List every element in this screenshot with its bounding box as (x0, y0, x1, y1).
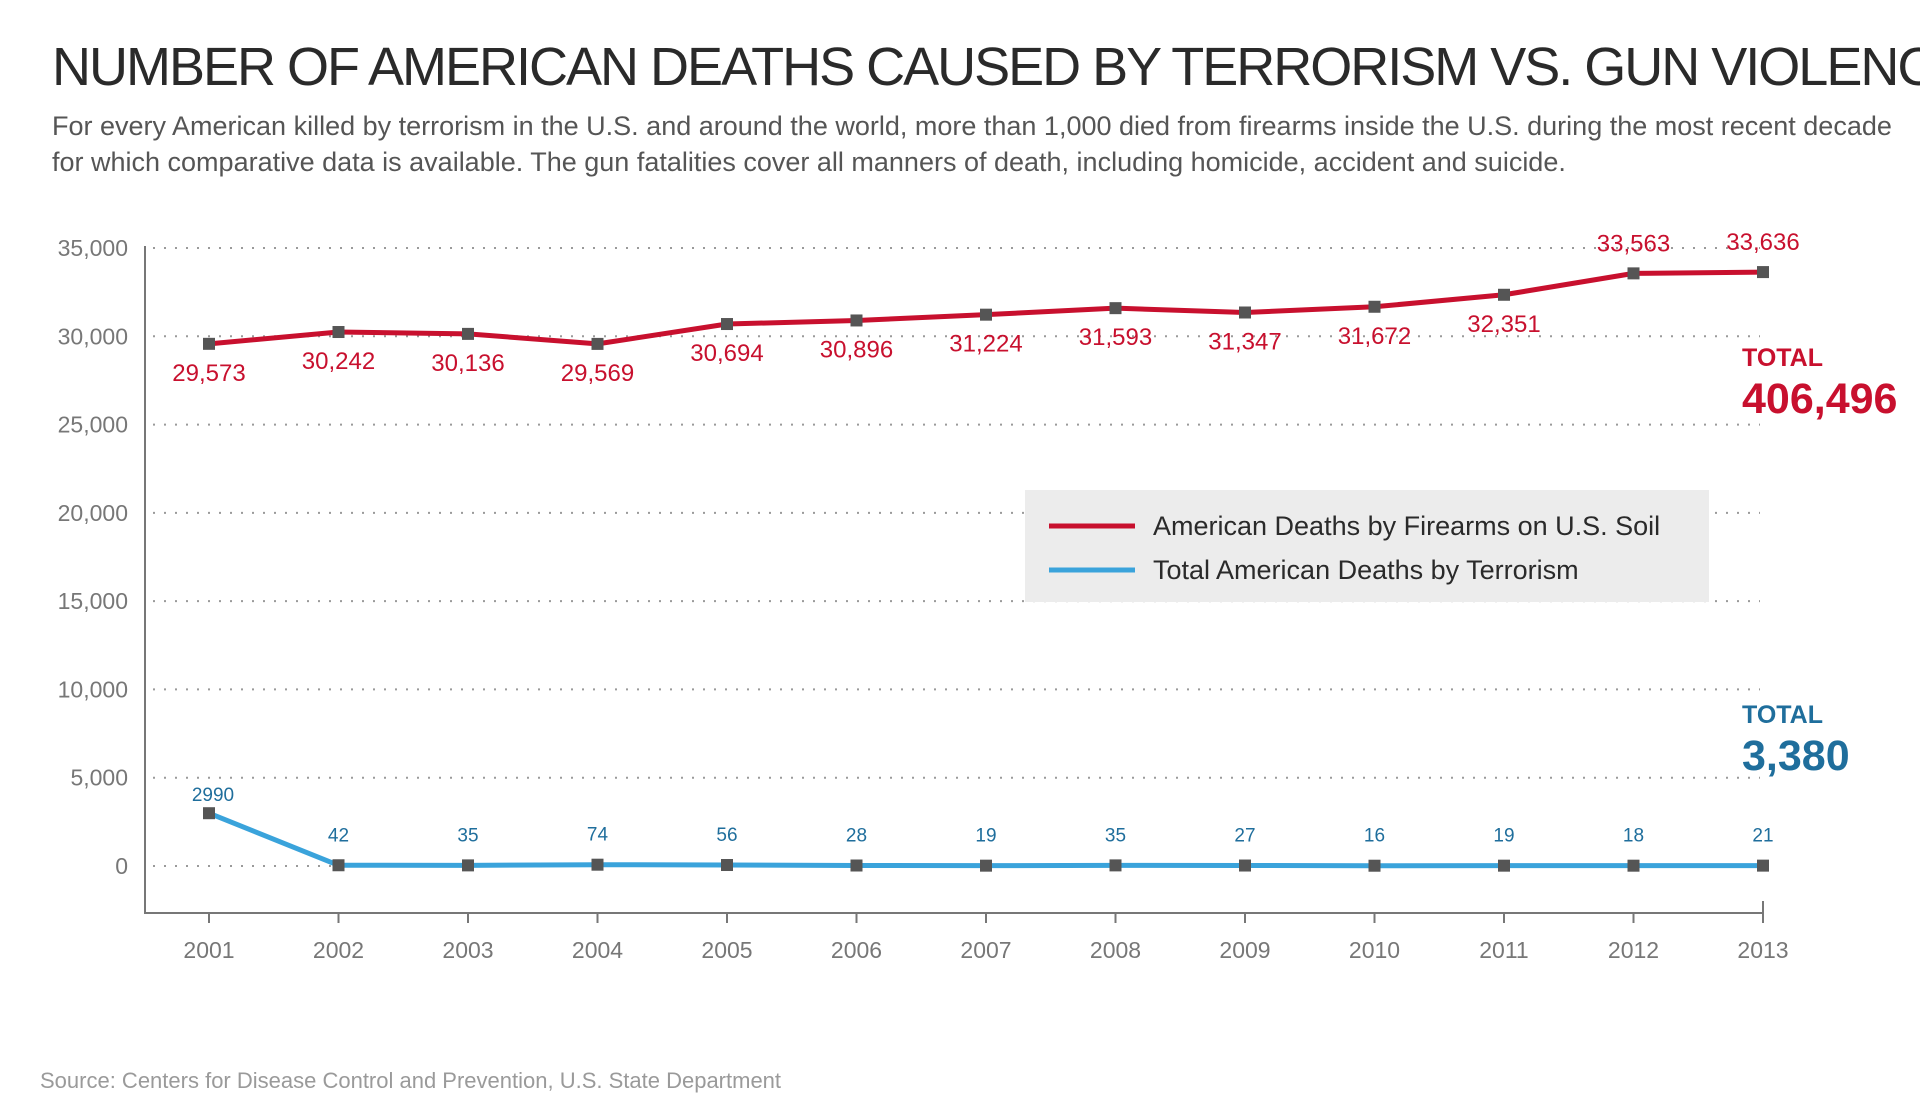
terrorism-data-label: 28 (846, 826, 867, 847)
terrorism-data-label: 56 (716, 825, 737, 846)
firearms-marker (1757, 266, 1769, 279)
terrorism-marker (1239, 859, 1251, 872)
terrorism-marker (1498, 859, 1510, 872)
x-tick-label: 2011 (1479, 937, 1528, 963)
axis-frame (144, 246, 1764, 914)
x-tick-label: 2008 (1090, 937, 1141, 963)
terrorism-marker (462, 859, 474, 872)
x-tick-label: 2007 (960, 937, 1011, 963)
terrorism-marker (980, 859, 992, 872)
y-tick-label: 0 (115, 853, 128, 879)
y-tick-label: 10,000 (58, 676, 128, 702)
firearms-data-label: 30,896 (820, 336, 893, 363)
x-tick-label: 2013 (1737, 937, 1788, 963)
firearms-data-label: 31,593 (1079, 324, 1152, 351)
terrorism-marker (1627, 859, 1640, 872)
y-tick-label: 25,000 (58, 412, 128, 438)
terrorism-data-label: 18 (1623, 826, 1644, 847)
terrorism-marker (203, 807, 215, 820)
firearms-total-label: TOTAL (1742, 344, 1823, 372)
terrorism-total-value: 3,380 (1742, 732, 1850, 780)
firearms-data-label: 33,563 (1597, 230, 1670, 257)
chart-title: NUMBER OF AMERICAN DEATHS CAUSED BY TERR… (52, 37, 1920, 97)
terrorism-marker (1109, 859, 1122, 872)
terrorism-marker (1368, 859, 1381, 872)
x-tick-label: 2006 (831, 937, 882, 963)
terrorism-data-label: 21 (1752, 826, 1773, 847)
firearms-data-label: 31,672 (1338, 323, 1411, 350)
legend-box (1025, 490, 1709, 602)
firearms-marker (462, 327, 474, 340)
firearms-marker (1368, 300, 1381, 313)
terrorism-data-label: 19 (975, 826, 996, 847)
firearms-marker (980, 308, 992, 321)
firearms-data-label: 31,347 (1208, 329, 1281, 356)
firearms-data-label: 29,569 (561, 360, 634, 387)
x-tick-label: 2010 (1349, 937, 1400, 963)
x-tick-label: 2004 (572, 937, 623, 963)
chart-subtitle: For every American killed by terrorism i… (52, 111, 1892, 177)
firearms-data-label: 32,351 (1467, 311, 1540, 338)
firearms-marker (591, 337, 604, 350)
firearms-data-label: 30,242 (302, 348, 375, 375)
legend-label: American Deaths by Firearms on U.S. Soil (1153, 511, 1660, 541)
terrorism-marker (1757, 859, 1769, 872)
terrorism-data-label: 35 (1105, 825, 1126, 846)
terrorism-data-label: 42 (328, 825, 349, 846)
terrorism-data-label: 74 (587, 825, 609, 846)
y-tick-label: 20,000 (58, 500, 128, 526)
firearms-marker (1109, 302, 1122, 315)
firearms-marker (850, 314, 863, 327)
terrorism-data-label: 35 (457, 825, 478, 846)
firearms-total-value: 406,496 (1742, 375, 1897, 423)
x-tick-label: 2001 (183, 937, 234, 963)
terrorism-marker (332, 859, 345, 872)
terrorism-data-label: 16 (1364, 826, 1385, 847)
firearms-marker (1627, 267, 1640, 280)
firearms-marker (1239, 306, 1251, 319)
firearms-data-label: 30,136 (431, 350, 504, 377)
terrorism-data-label: 27 (1234, 826, 1255, 847)
terrorism-marker (721, 859, 733, 872)
legend-label: Total American Deaths by Terrorism (1153, 555, 1579, 585)
y-tick-label: 30,000 (58, 323, 128, 349)
x-tick-label: 2012 (1608, 937, 1659, 963)
terrorism-marker (850, 859, 863, 872)
firearms-marker (721, 318, 733, 331)
firearms-data-label: 33,636 (1726, 229, 1799, 256)
y-tick-label: 35,000 (58, 235, 128, 261)
x-tick-label: 2005 (701, 937, 752, 963)
terrorism-total-label: TOTAL (1742, 701, 1823, 729)
terrorism-marker (591, 858, 604, 871)
x-tick-label: 2009 (1219, 937, 1270, 963)
x-tick-label: 2002 (313, 937, 364, 963)
terrorism-data-label: 2990 (192, 785, 234, 806)
y-tick-label: 15,000 (58, 588, 128, 614)
firearms-data-label: 31,224 (949, 331, 1022, 358)
x-tick-label: 2003 (442, 937, 493, 963)
firearms-marker (332, 326, 345, 339)
y-tick-label: 5,000 (70, 765, 128, 791)
terrorism-data-label: 19 (1493, 826, 1514, 847)
firearms-marker (203, 337, 215, 350)
source-note: Source: Centers for Disease Control and … (40, 1068, 782, 1093)
firearms-data-label: 29,573 (172, 360, 245, 387)
firearms-marker (1498, 288, 1510, 301)
firearms-data-label: 30,694 (690, 340, 763, 367)
